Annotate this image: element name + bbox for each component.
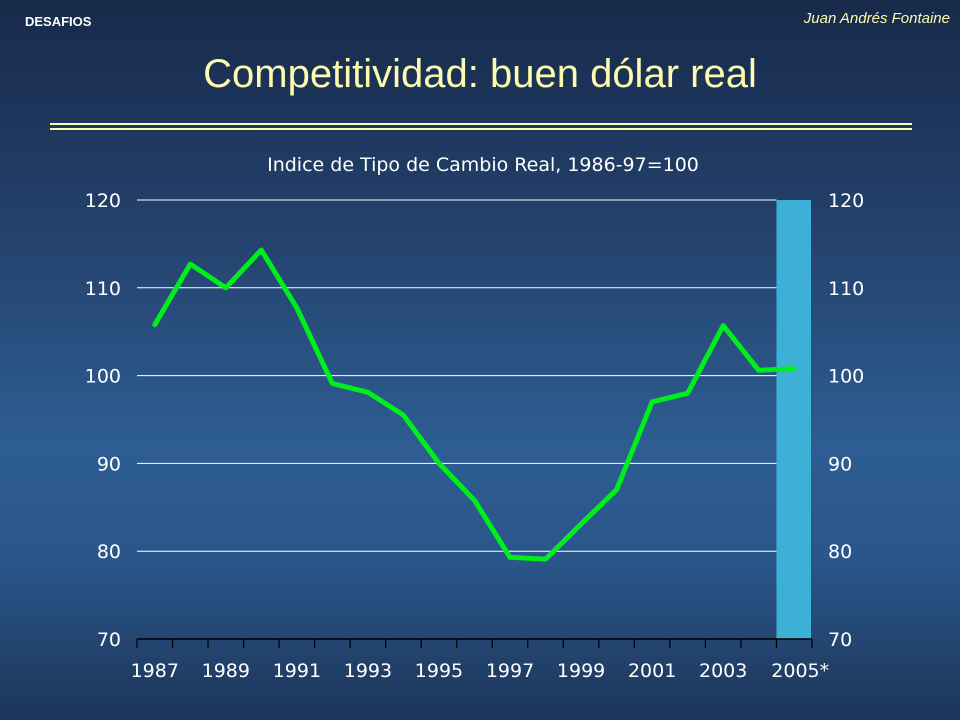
x-tick-label: 1995 xyxy=(415,660,463,682)
x-tick-label: 1999 xyxy=(557,660,605,682)
y-tick-label-left: 70 xyxy=(97,629,121,651)
y-axis-left: 70 80 90 100 110 120 xyxy=(85,190,121,651)
x-tick-label: 1997 xyxy=(486,660,534,682)
highlight-band-2005 xyxy=(776,200,811,639)
x-tick-label: 1989 xyxy=(202,660,250,682)
x-tick-labels: 1987 1989 1991 1993 1995 1997 1999 2001 2003 2005… xyxy=(131,660,830,682)
y-tick-label-right: 100 xyxy=(828,366,864,388)
x-tick-label: 2005* xyxy=(771,660,829,682)
highlight-band xyxy=(776,200,811,639)
y-tick-label-right: 120 xyxy=(828,190,864,212)
x-axis xyxy=(136,638,813,648)
author-label: Juan Andrés Fontaine xyxy=(803,10,950,27)
y-tick-label-left: 100 xyxy=(85,366,121,388)
section-label: DESAFIOS xyxy=(25,14,92,29)
x-tick-label: 1991 xyxy=(273,660,321,682)
series-line xyxy=(152,247,797,562)
title-rule-top xyxy=(50,123,912,125)
title-rule-bottom xyxy=(50,128,912,130)
x-tick-label: 2001 xyxy=(628,660,676,682)
gridlines xyxy=(137,199,777,552)
y-tick-label-right: 70 xyxy=(828,629,852,651)
x-tick-label: 1987 xyxy=(131,660,179,682)
x-tick-label: 2003 xyxy=(699,660,747,682)
y-tick-label-left: 110 xyxy=(85,278,121,300)
y-tick-label-right: 80 xyxy=(828,541,852,563)
y-tick-label-right: 110 xyxy=(828,278,864,300)
series-line-real-exchange-rate xyxy=(152,247,797,562)
chart-title: Indice de Tipo de Cambio Real, 1986-97=1… xyxy=(267,154,699,176)
x-tick-label: 1993 xyxy=(344,660,392,682)
slide-title: Competitividad: buen dólar real xyxy=(203,52,757,96)
y-tick-label-left: 120 xyxy=(85,190,121,212)
y-tick-label-right: 90 xyxy=(828,453,852,475)
y-axis-right: 70 80 90 100 110 120 xyxy=(828,190,864,651)
y-tick-label-left: 90 xyxy=(97,453,121,475)
y-tick-label-left: 80 xyxy=(97,541,121,563)
